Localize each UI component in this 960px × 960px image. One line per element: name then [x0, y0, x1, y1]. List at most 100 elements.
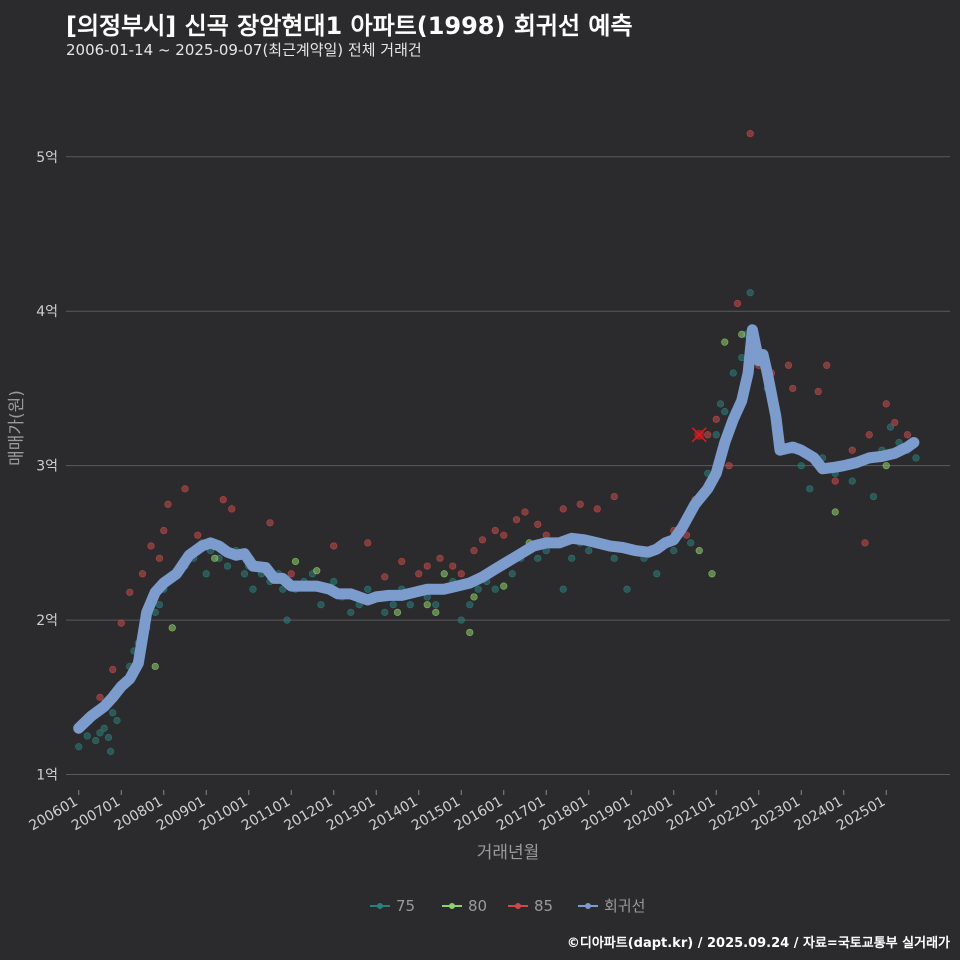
- data-point-85: [704, 431, 712, 439]
- data-point-75: [96, 729, 104, 737]
- data-point-75: [886, 423, 895, 431]
- data-point-80: [440, 570, 448, 578]
- data-point-85: [470, 547, 478, 555]
- data-point-85: [478, 536, 487, 544]
- legend-dot: [377, 903, 383, 909]
- data-point-85: [593, 505, 601, 513]
- y-tick-label: 1억: [36, 768, 58, 784]
- data-point-75: [109, 709, 117, 717]
- data-point-85: [423, 562, 431, 570]
- data-point-85: [882, 400, 890, 408]
- data-point-85: [712, 415, 720, 423]
- data-point-85: [521, 508, 529, 516]
- data-point-75: [75, 743, 83, 751]
- data-point-80: [313, 567, 321, 575]
- data-point-75: [381, 608, 389, 616]
- data-point-75: [716, 400, 725, 408]
- data-point-75: [746, 289, 754, 297]
- data-point-85: [155, 554, 164, 562]
- legend: 75 80 85 회귀선: [370, 897, 645, 915]
- data-point-85: [848, 446, 856, 454]
- data-point-85: [576, 500, 584, 508]
- x-axis-label: 거래년월: [477, 843, 540, 863]
- source-caption: ©디아파트(dapt.kr) / 2025.09.24 / 자료=국토교통부 실…: [566, 936, 950, 951]
- data-point-80: [432, 608, 440, 616]
- data-point-80: [393, 608, 402, 616]
- data-point-75: [432, 601, 440, 609]
- data-point-80: [882, 462, 890, 470]
- data-point-85: [266, 519, 274, 527]
- data-point-75: [113, 716, 121, 725]
- y-tick-label: 3억: [36, 459, 58, 475]
- data-point-75: [568, 554, 576, 562]
- data-point-75: [283, 616, 291, 624]
- data-point-75: [721, 408, 729, 416]
- data-point-75: [364, 585, 372, 593]
- data-point-75: [83, 732, 91, 740]
- data-point-85: [491, 526, 499, 535]
- data-point-80: [721, 338, 729, 346]
- data-point-75: [104, 733, 113, 742]
- data-point-85: [398, 557, 406, 566]
- data-point-75: [491, 585, 499, 593]
- data-point-75: [155, 601, 164, 609]
- data-point-80: [695, 547, 703, 555]
- data-point-85: [287, 570, 295, 578]
- highlight-marker: [691, 427, 707, 443]
- data-point-85: [181, 485, 189, 493]
- legend-dot: [449, 903, 455, 909]
- data-point-75: [223, 562, 232, 570]
- y-tick-label: 2억: [36, 613, 58, 629]
- data-point-85: [330, 542, 338, 550]
- data-point-75: [92, 736, 100, 745]
- data-point-75: [279, 585, 287, 593]
- data-point-75: [466, 601, 474, 609]
- data-point-75: [623, 585, 631, 593]
- x-tick-label: 202501: [834, 794, 888, 835]
- data-point-85: [219, 496, 227, 504]
- legend-label: 회귀선: [604, 897, 645, 915]
- data-point-75: [610, 554, 618, 562]
- data-point-75: [249, 585, 257, 593]
- data-point-80: [470, 593, 478, 601]
- data-point-75: [869, 492, 878, 501]
- legend-item-회귀선: 회귀선: [578, 897, 645, 915]
- data-point-75: [848, 477, 856, 485]
- legend-item-80: 80: [442, 897, 487, 915]
- data-point-75: [389, 601, 397, 609]
- data-point-85: [381, 573, 389, 581]
- data-point-85: [784, 361, 793, 369]
- y-tick-label: 5억: [36, 150, 58, 166]
- data-point-85: [789, 384, 797, 393]
- data-point-75: [406, 601, 414, 609]
- data-point-85: [147, 542, 155, 550]
- regression-line: [73, 324, 920, 734]
- data-point-85: [861, 539, 869, 547]
- data-point-85: [415, 570, 423, 578]
- data-point-75: [107, 747, 115, 755]
- data-point-75: [806, 485, 814, 493]
- data-point-85: [865, 431, 873, 439]
- data-point-85: [814, 387, 822, 396]
- data-point-75: [912, 454, 920, 462]
- data-point-85: [512, 516, 521, 524]
- data-point-80: [500, 582, 508, 590]
- legend-dot: [585, 903, 591, 909]
- data-point-85: [823, 361, 831, 369]
- data-point-85: [725, 462, 733, 470]
- data-point-75: [202, 570, 210, 578]
- legend-dot: [515, 903, 521, 909]
- data-point-85: [457, 570, 465, 578]
- data-point-85: [733, 299, 742, 308]
- data-point-85: [610, 492, 618, 501]
- data-point-85: [500, 531, 508, 539]
- data-point-75: [534, 554, 542, 562]
- data-point-85: [903, 431, 912, 439]
- x-axis-ticks: 2006012007012008012009012010012011012012…: [26, 790, 888, 834]
- data-point-85: [138, 570, 147, 578]
- data-point-85: [164, 500, 172, 508]
- data-point-80: [708, 570, 716, 578]
- highlight-cross-icon: [691, 427, 707, 443]
- regression-line-path: [73, 324, 920, 734]
